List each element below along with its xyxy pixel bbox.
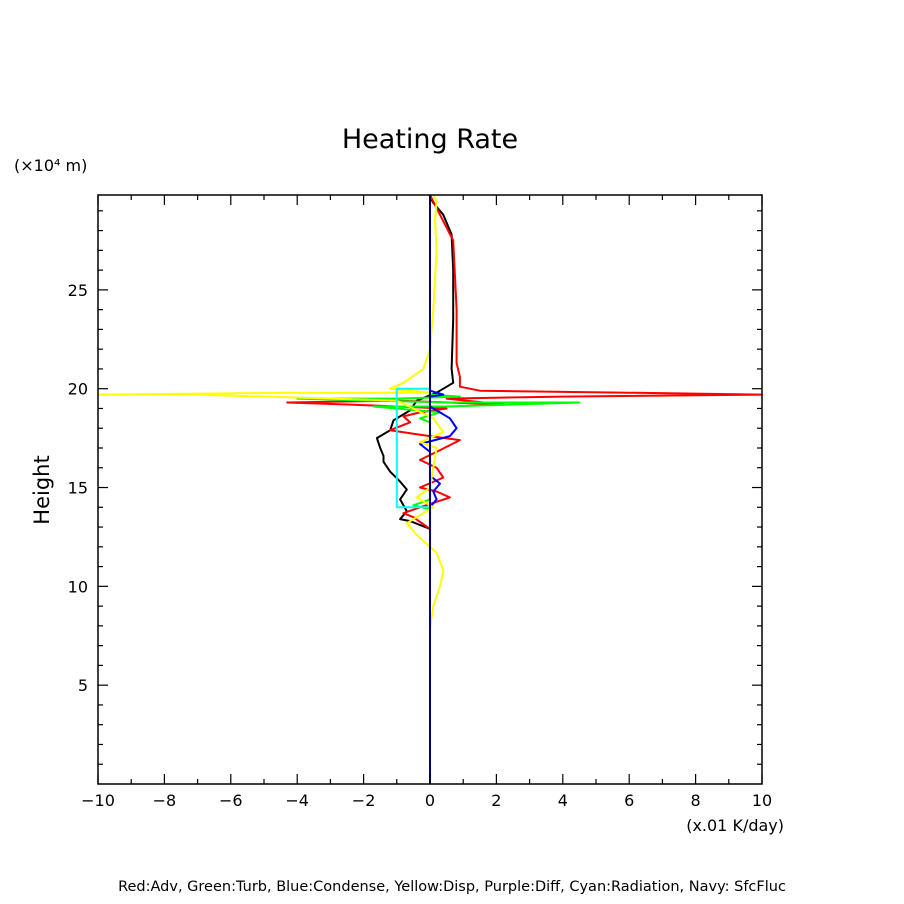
x-tick-label: 6 — [624, 791, 634, 810]
series-line-adv — [286, 194, 763, 530]
y-tick-label: 15 — [68, 479, 88, 498]
series-line-radiation — [395, 387, 430, 509]
x-axis-unit: (x.01 K/day) — [686, 816, 784, 835]
x-tick-label: −2 — [352, 791, 376, 810]
x-tick-label: −6 — [219, 791, 243, 810]
plot-lines — [97, 194, 763, 784]
x-tick-label: 4 — [558, 791, 568, 810]
y-tick-label: 5 — [78, 676, 88, 695]
x-tick-label: 0 — [425, 791, 435, 810]
y-axis-label: Height — [30, 455, 54, 524]
y-tick-label: 10 — [68, 577, 88, 596]
chart-title: Heating Rate — [342, 124, 518, 155]
y-tick-label: 20 — [68, 380, 88, 399]
x-tick-label: −8 — [153, 791, 177, 810]
x-tick-label: 2 — [491, 791, 501, 810]
series-line-disp — [97, 194, 445, 629]
footer-legend: Red:Adv, Green:Turb, Blue:Condense, Yell… — [118, 879, 786, 895]
x-tick-label: −10 — [81, 791, 115, 810]
x-tick-label: 10 — [752, 791, 772, 810]
y-tick-label: 25 — [68, 281, 88, 300]
y-axis-unit: (×10⁴ m) — [14, 156, 87, 175]
x-tick-label: −4 — [285, 791, 309, 810]
axis-ticks: −10 −8 −6 −4 −2 0 2 4 6 8 10 5 10 15 20 25 — [68, 195, 772, 810]
x-tick-label: 8 — [691, 791, 701, 810]
